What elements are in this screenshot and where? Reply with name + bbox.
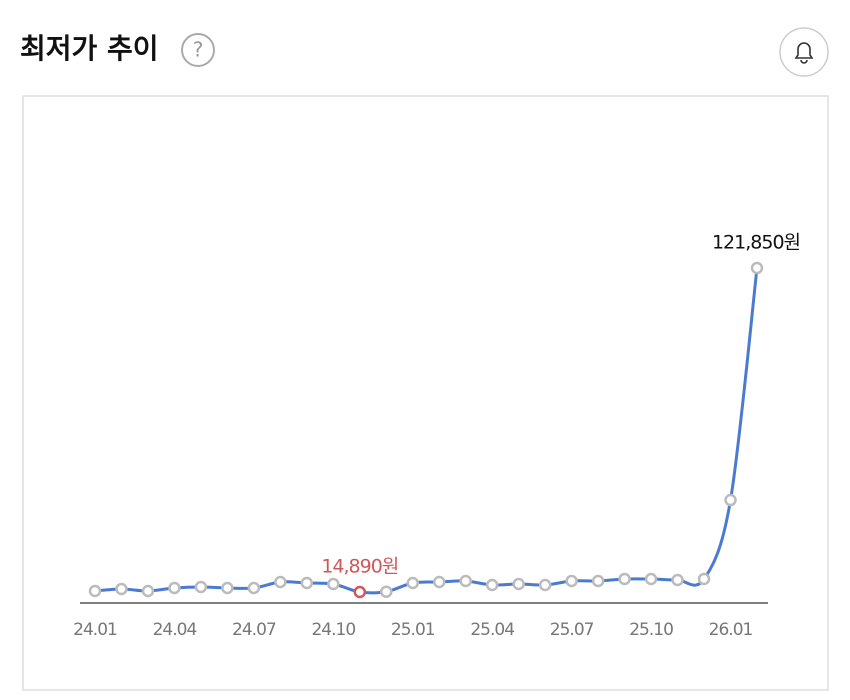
- price-point: [432, 575, 446, 589]
- price-point: [353, 585, 367, 599]
- price-point: [274, 575, 287, 589]
- value-label: 121,850원: [712, 232, 800, 254]
- price-point: [194, 580, 208, 594]
- price-point: [115, 582, 128, 596]
- alert-circle[interactable]: [779, 27, 829, 77]
- x-tick-label: 24.04: [153, 620, 197, 640]
- price-point: [141, 584, 155, 598]
- price-point: [512, 577, 525, 591]
- x-tick-label: 26.01: [709, 620, 753, 640]
- x-tick-label: 25.04: [470, 620, 514, 640]
- x-tick-label: 25.01: [391, 620, 435, 640]
- x-tick-label: 24.01: [73, 620, 117, 640]
- price-point: [618, 572, 631, 586]
- price-point: [406, 576, 420, 590]
- title: 최저가 추이: [20, 32, 159, 65]
- price-point: [247, 581, 261, 595]
- price-point: [485, 578, 499, 592]
- price-point: [459, 574, 472, 588]
- price-point: [750, 261, 764, 275]
- price-point: [380, 585, 393, 598]
- price-point: [300, 576, 314, 590]
- alert-button[interactable]: [779, 27, 829, 77]
- x-tick-label: 24.10: [311, 620, 355, 640]
- x-tick-label: 25.10: [629, 620, 673, 640]
- price-point: [591, 574, 605, 588]
- price-point: [221, 581, 234, 595]
- bell-icon[interactable]: [794, 42, 814, 64]
- price-point: [671, 573, 684, 587]
- help-icon[interactable]: ?: [193, 38, 204, 62]
- price-point: [168, 581, 181, 595]
- x-tick-label: 25.07: [550, 620, 594, 640]
- price-point: [644, 572, 658, 586]
- chart-box: [22, 95, 829, 691]
- price-point: [538, 578, 552, 592]
- price-point: [697, 572, 711, 586]
- x-tick-label: 24.07: [232, 620, 276, 640]
- price-point: [724, 493, 737, 507]
- help-button[interactable]: [181, 33, 215, 67]
- price-point: [327, 577, 340, 591]
- price-point: [88, 584, 102, 598]
- value-label: 14,890원: [321, 556, 398, 578]
- price-point: [565, 574, 578, 588]
